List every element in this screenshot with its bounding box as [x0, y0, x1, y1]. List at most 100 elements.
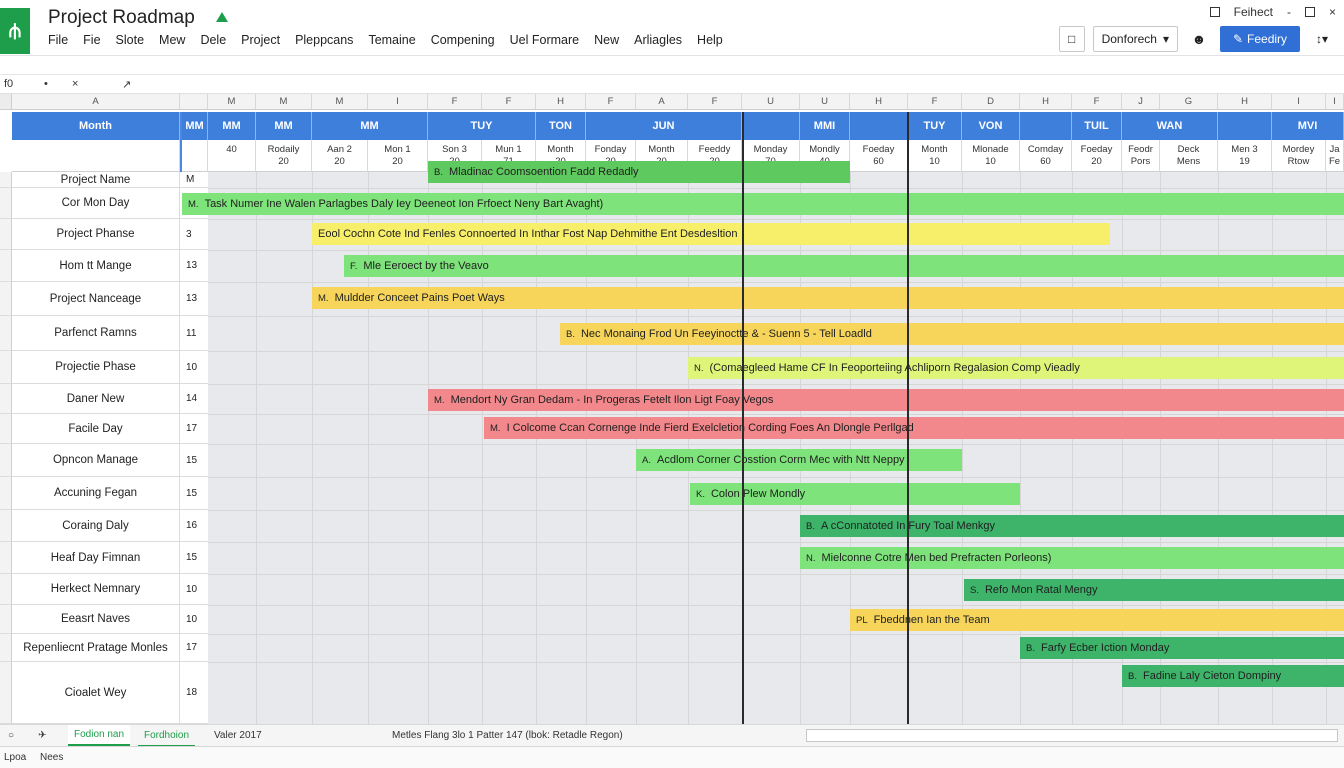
column-header-5[interactable]: F: [482, 94, 536, 110]
column-header-17[interactable]: J: [1122, 94, 1160, 110]
task-value-cell[interactable]: 15: [180, 444, 208, 477]
task-name-cell[interactable]: Cioalet Wey: [12, 662, 180, 724]
task-value-cell[interactable]: 13: [180, 250, 208, 282]
menu-item-10[interactable]: New: [594, 33, 620, 47]
task-name-cell[interactable]: Heaf Day Fimnan: [12, 542, 180, 574]
row-header[interactable]: [0, 172, 12, 188]
task-value-cell[interactable]: 10: [180, 574, 208, 605]
column-header-3[interactable]: I: [368, 94, 428, 110]
task-value-cell[interactable]: 16: [180, 510, 208, 542]
task-name-cell[interactable]: Hom tt Mange: [12, 250, 180, 282]
gantt-bar[interactable]: N. (Comaegleed Hame CF In Feoporteiing Ac…: [688, 357, 1344, 379]
task-name-cell[interactable]: Parfenct Ramns: [12, 316, 180, 351]
task-name-cell[interactable]: Herkect Nemnary: [12, 574, 180, 605]
menu-item-2[interactable]: Slote: [115, 33, 145, 47]
gantt-bar[interactable]: Eool Cochn Cote Ind Fenles Connoerted In…: [312, 223, 1110, 245]
maximize-icon[interactable]: [1304, 7, 1315, 17]
row-header[interactable]: [0, 414, 12, 444]
task-name-cell[interactable]: Accuning Fegan: [12, 477, 180, 510]
drive-icon[interactable]: [216, 12, 228, 22]
select-all-corner[interactable]: [0, 94, 12, 110]
column-header-9[interactable]: F: [688, 94, 742, 110]
all-sheets-icon[interactable]: ○: [8, 730, 15, 741]
task-value-cell[interactable]: 18: [180, 662, 208, 724]
column-header-20[interactable]: I: [1272, 94, 1326, 110]
column-header-14[interactable]: D: [962, 94, 1020, 110]
task-name-cell[interactable]: Project Nanceage: [12, 282, 180, 316]
menu-item-1[interactable]: Fie: [83, 33, 101, 47]
gantt-bar[interactable]: M. Muldder Conceet Pains Poet Ways: [312, 287, 1344, 309]
task-value-cell[interactable]: 15: [180, 542, 208, 574]
menu-item-8[interactable]: Compening: [430, 33, 495, 47]
column-header-7[interactable]: F: [586, 94, 636, 110]
row-header[interactable]: [0, 384, 12, 414]
document-title[interactable]: Project Roadmap: [48, 7, 195, 28]
task-value-cell[interactable]: 17: [180, 634, 208, 662]
column-header-value[interactable]: [180, 94, 208, 110]
column-header-12[interactable]: H: [850, 94, 908, 110]
row-header[interactable]: [0, 634, 12, 662]
task-value-cell[interactable]: 3: [180, 219, 208, 250]
gantt-bar[interactable]: B. Mladinac Coomsoention Fadd Redadly: [428, 161, 850, 183]
column-header-15[interactable]: H: [1020, 94, 1072, 110]
comment-history-button[interactable]: □: [1058, 26, 1085, 52]
gantt-bar[interactable]: M. Task Numer Ine Walen Parlagbes Daly Ie…: [182, 193, 1344, 215]
more-options-button[interactable]: ↕ ▾: [1308, 26, 1336, 52]
task-name-cell[interactable]: Facile Day: [12, 414, 180, 444]
menu-item-7[interactable]: Temaine: [368, 33, 416, 47]
task-value-cell[interactable]: 14: [180, 384, 208, 414]
gantt-bar[interactable]: F. Mle Eeroect by the Veavo: [344, 255, 1344, 277]
column-header-10[interactable]: U: [742, 94, 800, 110]
task-value-cell[interactable]: 15: [180, 477, 208, 510]
menu-item-3[interactable]: Mew: [159, 33, 186, 47]
task-name-cell[interactable]: Project Phanse: [12, 219, 180, 250]
column-header-4[interactable]: F: [428, 94, 482, 110]
restore-icon[interactable]: [1209, 7, 1220, 17]
person-icon[interactable]: ☻: [1191, 31, 1207, 47]
row-header[interactable]: [0, 250, 12, 282]
task-name-cell[interactable]: Eeasrt Naves: [12, 605, 180, 634]
cell-reference[interactable]: f0: [4, 78, 14, 90]
menu-item-4[interactable]: Dele: [200, 33, 227, 47]
confirm-icon[interactable]: ↗: [122, 79, 132, 91]
row-header[interactable]: [0, 351, 12, 384]
task-value-cell[interactable]: 13: [180, 282, 208, 316]
column-header-label[interactable]: A: [12, 94, 180, 110]
close-icon[interactable]: ×: [1328, 5, 1336, 19]
column-header-13[interactable]: F: [908, 94, 962, 110]
gantt-bar[interactable]: M. Mendort Ny Gran Dedam - In Progeras Fe…: [428, 389, 1344, 411]
column-header-19[interactable]: H: [1218, 94, 1272, 110]
gantt-bar[interactable]: B. Nec Monaing Frod Un Feeyinoctte & - Su…: [560, 323, 1344, 345]
menu-item-5[interactable]: Project: [241, 33, 281, 47]
name-box-dropdown-icon[interactable]: •: [44, 78, 48, 90]
row-header[interactable]: [0, 510, 12, 542]
gantt-bar[interactable]: B. Fadine Laly Cieton Dompiny: [1122, 665, 1344, 687]
column-header-6[interactable]: H: [536, 94, 586, 110]
task-value-cell[interactable]: 11: [180, 316, 208, 351]
add-sheet-button[interactable]: ✈: [38, 730, 47, 741]
gantt-bar[interactable]: B. Farfy Ecber Iction Monday: [1020, 637, 1344, 659]
gantt-bar[interactable]: PL Fbeddnen Ian the Team: [850, 609, 1344, 631]
task-value-cell[interactable]: 17: [180, 414, 208, 444]
column-header-2[interactable]: M: [312, 94, 368, 110]
row-header[interactable]: [0, 219, 12, 250]
gantt-bar[interactable]: S. Refo Mon Ratal Mengy: [964, 579, 1344, 601]
gantt-bar[interactable]: B. A cConnatoted In Fury Toal Menkgy: [800, 515, 1344, 537]
task-name-cell[interactable]: Daner New: [12, 384, 180, 414]
sheets-logo-icon[interactable]: ⫛: [0, 8, 30, 54]
task-value-cell[interactable]: M: [180, 172, 208, 188]
column-header-8[interactable]: A: [636, 94, 688, 110]
sheet-tab-2[interactable]: Fordhoion: [138, 725, 196, 746]
account-name[interactable]: Feihect: [1233, 5, 1273, 19]
cancel-icon[interactable]: ×: [72, 78, 79, 90]
column-header-16[interactable]: F: [1072, 94, 1122, 110]
row-header[interactable]: [0, 282, 12, 316]
task-name-cell[interactable]: Projectie Phase: [12, 351, 180, 384]
column-header-0[interactable]: M: [208, 94, 256, 110]
sheet-tab-1[interactable]: Fodion nan: [68, 725, 131, 746]
view-mode-dropdown[interactable]: Donforech ▾: [1092, 26, 1178, 52]
gantt-bar[interactable]: K. Colon Plew Mondly: [690, 483, 1020, 505]
minimize-icon[interactable]: -: [1286, 5, 1291, 19]
column-header-18[interactable]: G: [1160, 94, 1218, 110]
row-header[interactable]: [0, 542, 12, 574]
